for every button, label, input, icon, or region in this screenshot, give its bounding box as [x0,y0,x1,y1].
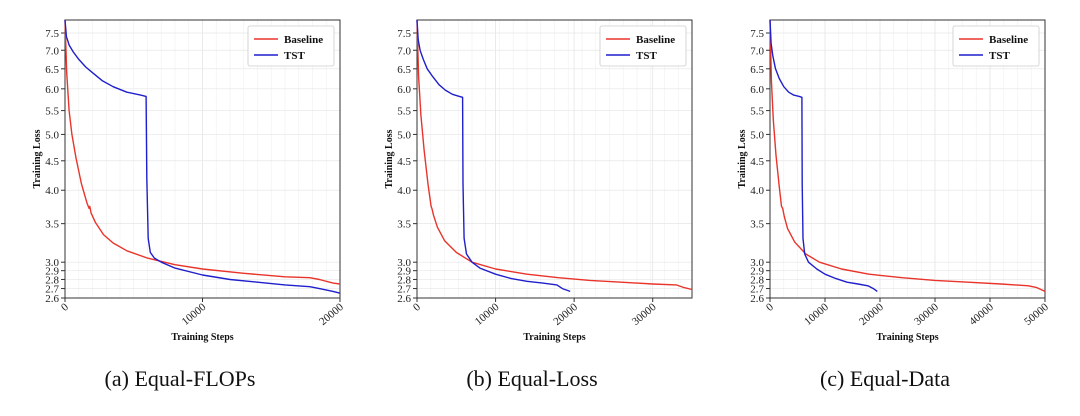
y-axis-label: Training Loss [384,129,395,188]
y-tick-label: 2.7 [750,284,764,296]
y-tick-label: 2.7 [397,284,411,296]
series-line-baseline [64,19,341,285]
series-line-tst [64,19,341,294]
y-tick-label: 4.5 [750,156,764,168]
legend-label-baseline: Baseline [636,34,675,46]
plot-frame [416,19,693,299]
y-tick-label: 4.0 [750,185,764,197]
y-tick-label: 5.5 [750,106,764,118]
y-axis-label: Training Loss [32,129,43,188]
y-tick-label: 5.0 [45,129,59,141]
legend-label-baseline: Baseline [284,34,323,46]
series-line-baseline [769,19,1046,293]
y-tick-label: 2.8 [750,274,764,286]
y-tick-label: 7.0 [45,45,59,57]
x-axis-label: Training Steps [523,332,585,343]
y-tick-label: 7.5 [45,28,59,40]
y-tick-label: 2.8 [397,274,411,286]
y-tick-label: 6.0 [750,84,764,96]
y-tick-label: 4.0 [45,185,59,197]
x-tick-label: 10000 [802,301,831,328]
legend-label-baseline: Baseline [989,34,1028,46]
chart-b: 2.62.72.82.93.0 3.5 4.0 4.5 5.0 5.5 6.0 6.5 7.0 7… [384,19,693,343]
y-tick-label: 6.0 [397,84,411,96]
x-tick-label: 40000 [967,301,996,328]
x-tick-label: 50000 [1022,301,1051,328]
legend-box [952,25,1040,67]
y-tick-label: 6.5 [397,64,411,76]
legend-label-tst: TST [636,50,657,62]
chart-c: 2.62.72.82.93.0 3.5 4.0 4.5 5.0 5.5 6.0 6.5 7.0 7… [737,19,1051,343]
y-tick-label: 7.5 [397,28,411,40]
y-tick-label: 2.7 [45,284,59,296]
caption-a: (a) Equal-FLOPs [104,366,256,391]
y-tick-label: 5.0 [750,129,764,141]
x-tick-label: 20000 [317,301,346,328]
legend-label-tst: TST [989,50,1010,62]
y-tick-label: 4.5 [45,156,59,168]
y-tick-label: 3.5 [750,219,764,231]
x-tick-label: 30000 [912,301,941,328]
x-tick-label: 20000 [551,301,580,328]
chart-a: 2.62.72.82.93.0 3.5 4.0 4.5 5.0 5.5 6.0 6.5 7.0 7… [32,19,346,343]
y-tick-label: 4.0 [397,185,411,197]
x-tick-label: 0 [59,301,71,314]
y-tick-label: 2.6 [750,293,764,305]
series-line-tst [769,19,878,292]
caption-c: (c) Equal-Data [819,366,951,391]
y-tick-label: 7.0 [397,45,411,57]
x-axis-label: Training Steps [171,332,233,343]
y-tick-label: 3.5 [45,219,59,231]
y-tick-label: 6.5 [45,64,59,76]
chart-panel-c: 2.6 2.7 2.8 2.9 3.0 3.5 4.0 4.5 5.0 5.5 6.0 6.5 7.0 7… [705,0,1065,416]
y-tick-label: 2.9 [750,266,764,278]
y-tick-label: 6.0 [45,84,59,96]
y-tick-label: 2.8 [45,274,59,286]
y-tick-label: 3.0 [750,257,764,269]
y-tick-label: 2.6 [45,293,59,305]
y-tick-label: 3.5 [397,219,411,231]
y-tick-label: 6.5 [750,64,764,76]
chart-panel-a: 2.6 2.7 2.8 2.9 3.0 3.5 4.0 4.5 5.0 5.5 6.0 6.5 7.0 7… [0,0,360,416]
x-tick-label: 0 [411,301,423,314]
y-tick-label: 2.9 [45,266,59,278]
series-line-tst [416,19,571,293]
x-tick-label: 0 [764,301,776,314]
caption-b: (b) Equal-Loss [466,366,598,391]
y-tick-label: 7.5 [750,28,764,40]
legend-label-tst: TST [284,50,305,62]
y-tick-label: 2.6 [397,293,411,305]
y-tick-label: 5.5 [45,106,59,118]
y-tick-label: 7.0 [750,45,764,57]
x-tick-label: 10000 [180,301,209,328]
y-tick-label: 4.5 [397,156,411,168]
x-axis-label: Training Steps [876,332,938,343]
y-tick-label: 2.9 [397,266,411,278]
y-tick-label: 5.0 [397,129,411,141]
chart-panel-b: 2.6 2.7 2.8 2.9 3.0 3.5 4.0 4.5 5.0 5.5 6.0 6.5 7.0 7… [352,0,712,416]
y-tick-label: 3.0 [397,257,411,269]
legend-box [247,25,335,67]
x-tick-label: 30000 [630,301,659,328]
y-tick-label: 3.0 [45,257,59,269]
legend-box [599,25,687,67]
y-tick-label: 5.5 [397,106,411,118]
y-axis-label: Training Loss [737,129,748,188]
plot-frame [769,19,1046,299]
x-tick-label: 20000 [857,301,886,328]
x-tick-label: 10000 [473,301,502,328]
series-line-baseline [416,19,693,291]
